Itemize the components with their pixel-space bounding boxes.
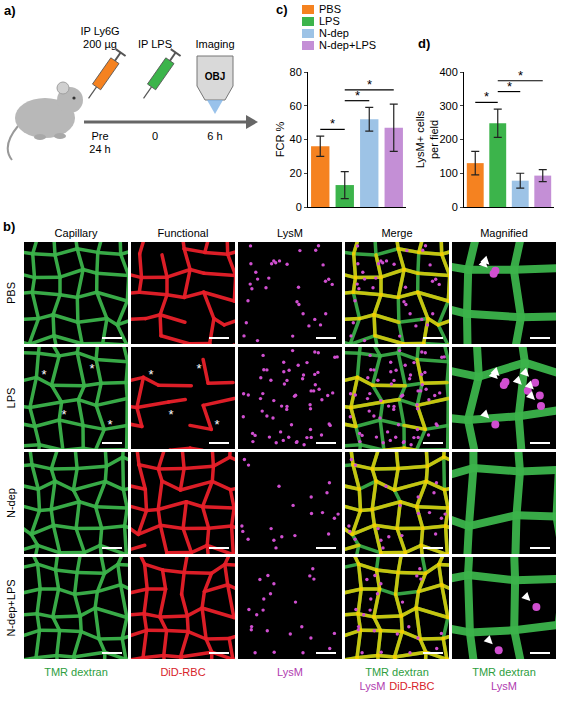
html-text:LPS: LPS [319, 15, 340, 27]
svg-text:*: * [367, 77, 372, 92]
svg-text:80: 80 [290, 66, 302, 78]
svg-text:24 h: 24 h [89, 143, 110, 155]
svg-text:DiD-RBC: DiD-RBC [160, 666, 205, 678]
svg-text:0: 0 [152, 130, 158, 142]
svg-text:N-dep+LPS: N-dep+LPS [5, 579, 17, 636]
svg-text:0: 0 [452, 201, 458, 213]
svg-text:LysM+ cellsper field: LysM+ cellsper field [414, 110, 440, 168]
svg-text:*: * [107, 417, 112, 432]
svg-text:Capillary: Capillary [55, 227, 98, 239]
svg-text:*: * [484, 89, 489, 104]
svg-text:*: * [61, 407, 66, 422]
svg-text:*: * [89, 361, 94, 376]
svg-text:200: 200 [439, 133, 457, 145]
html-text:PBS: PBS [319, 3, 341, 15]
svg-text:b): b) [3, 219, 15, 234]
svg-text:20: 20 [290, 167, 302, 179]
svg-text:100: 100 [439, 167, 457, 179]
html-text:c): c) [276, 2, 288, 17]
svg-text:LysM: LysM [277, 666, 303, 678]
svg-text:TMR dextran: TMR dextran [44, 666, 108, 678]
svg-text:6 h: 6 h [207, 130, 222, 142]
svg-text:IP LPS: IP LPS [138, 38, 172, 50]
html-text:d): d) [418, 36, 431, 51]
svg-text:TMR dextran: TMR dextran [472, 666, 536, 678]
svg-text:300: 300 [439, 100, 457, 112]
html-text:N-dep: N-dep [319, 27, 349, 39]
svg-text:TMR dextran: TMR dextran [365, 666, 429, 678]
svg-text:*: * [196, 361, 201, 376]
svg-text:*: * [355, 88, 360, 103]
svg-text:PBS: PBS [5, 282, 17, 304]
svg-text:*: * [168, 407, 173, 422]
svg-text:*: * [330, 116, 335, 131]
svg-text:*: * [214, 417, 219, 432]
svg-text:LysMDiD-RBC: LysMDiD-RBC [359, 680, 434, 692]
svg-text:a): a) [4, 3, 16, 18]
svg-text:Pre: Pre [91, 130, 108, 142]
svg-text:Imaging: Imaging [195, 38, 234, 50]
svg-text:0: 0 [296, 201, 302, 213]
svg-text:N-dep: N-dep [5, 488, 17, 518]
html-text:N-dep+LPS: N-dep+LPS [319, 39, 377, 51]
svg-text:200 µg: 200 µg [83, 38, 117, 50]
svg-text:40: 40 [290, 133, 302, 145]
svg-text:*: * [507, 79, 512, 94]
svg-text:*: * [518, 68, 523, 83]
svg-text:LysM: LysM [491, 680, 517, 692]
svg-text:*: * [148, 367, 153, 382]
svg-text:400: 400 [439, 66, 457, 78]
svg-text:Functional: Functional [158, 227, 209, 239]
svg-text:Merge: Merge [381, 227, 412, 239]
svg-text:IP Ly6G: IP Ly6G [80, 25, 119, 37]
svg-text:60: 60 [290, 100, 302, 112]
svg-text:LPS: LPS [5, 388, 17, 409]
svg-text:OBJ: OBJ [205, 71, 226, 82]
svg-text:Magnified: Magnified [480, 227, 528, 239]
svg-text:*: * [41, 367, 46, 382]
svg-text:LysM: LysM [277, 227, 303, 239]
svg-text:FCR %: FCR % [274, 122, 286, 158]
